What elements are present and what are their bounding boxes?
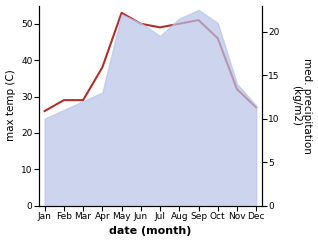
- Y-axis label: max temp (C): max temp (C): [5, 70, 16, 142]
- X-axis label: date (month): date (month): [109, 227, 192, 236]
- Y-axis label: med. precipitation
(kg/m2): med. precipitation (kg/m2): [291, 58, 313, 153]
